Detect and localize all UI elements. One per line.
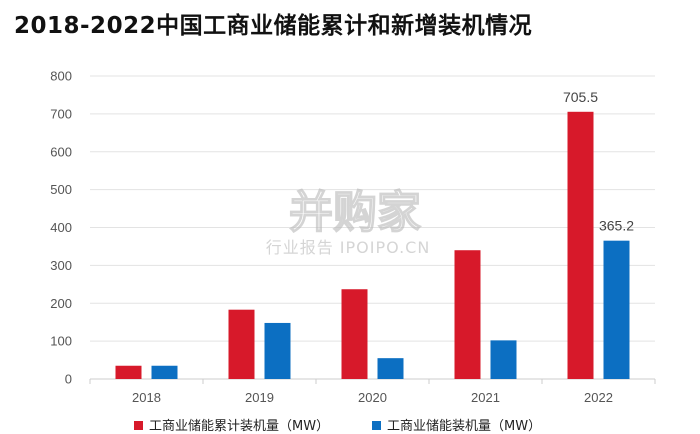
watermark-brand: 并购家 <box>289 187 421 238</box>
x-axis-ticks: 2018 2019 2020 2021 2022 <box>89 379 656 405</box>
watermark: 并购家 行业报告 IPOIPO.CN <box>266 186 431 257</box>
y-tick-label: 800 <box>50 69 72 84</box>
legend-label: 工商业储能累计装机量（MW） <box>149 419 329 434</box>
bar-new-2019 <box>264 322 291 379</box>
bar-new-2021 <box>490 340 517 379</box>
y-tick-label: 400 <box>50 220 72 235</box>
y-tick-label: 200 <box>50 296 72 311</box>
x-tick-label: 2021 <box>471 390 500 405</box>
legend-swatch <box>372 421 381 430</box>
legend: 工商业储能累计装机量（MW） 工商业储能装机量（MW） <box>134 419 541 434</box>
legend-swatch <box>134 421 143 430</box>
y-tick-label: 100 <box>50 334 72 349</box>
data-label: 365.2 <box>599 218 634 234</box>
y-tick-label: 600 <box>50 144 72 159</box>
bar-cumulative-2019 <box>228 309 255 379</box>
bar-new-2018 <box>151 365 178 379</box>
y-axis-ticks: 0 100 200 300 400 500 600 700 800 <box>50 69 72 387</box>
legend-label: 工商业储能装机量（MW） <box>387 419 541 434</box>
bar-cumulative-2021 <box>454 250 481 379</box>
bar-cumulative-2020 <box>341 289 368 379</box>
bar-new-2022 <box>603 240 630 379</box>
bar-cumulative-2018 <box>115 365 142 379</box>
y-tick-label: 500 <box>50 182 72 197</box>
y-tick-label: 300 <box>50 258 72 273</box>
x-tick-label: 2019 <box>245 390 274 405</box>
x-tick-label: 2022 <box>584 390 613 405</box>
y-tick-label: 700 <box>50 106 72 121</box>
gridlines <box>90 75 655 380</box>
x-tick-label: 2020 <box>358 390 387 405</box>
y-tick-label: 0 <box>65 372 72 387</box>
data-label: 705.5 <box>563 89 598 105</box>
chart-title: 2018-2022中国工商业储能累计和新增装机情况 <box>14 13 533 39</box>
bar-new-2020 <box>377 358 404 379</box>
bar-cumulative-2022 <box>567 111 594 380</box>
x-tick-label: 2018 <box>132 390 161 405</box>
data-labels: 705.5 365.2 <box>563 89 634 234</box>
bars <box>115 111 630 380</box>
watermark-subtitle: 行业报告 IPOIPO.CN <box>266 238 431 257</box>
